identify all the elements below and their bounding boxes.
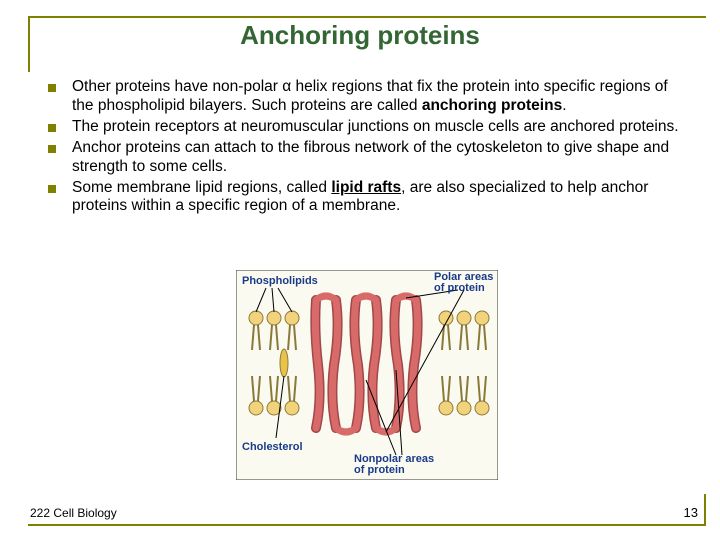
bullet-list: Other proteins have non-polar α helix re… (48, 78, 684, 218)
slide-title: Anchoring proteins (0, 20, 720, 51)
list-item: The protein receptors at neuromuscular j… (48, 118, 684, 137)
bullet-text: Some membrane lipid regions, called lipi… (72, 179, 684, 217)
bullet-icon (48, 124, 56, 132)
label-cholesterol: Cholesterol (242, 441, 303, 453)
footer-left: 222 Cell Biology (30, 506, 117, 520)
list-item: Anchor proteins can attach to the fibrou… (48, 139, 684, 177)
membrane-diagram: Phospholipids Polar areasof protein Chol… (236, 270, 498, 480)
bullet-icon (48, 185, 56, 193)
list-item: Some membrane lipid regions, called lipi… (48, 179, 684, 217)
bullet-text: Anchor proteins can attach to the fibrou… (72, 139, 684, 177)
bullet-text: The protein receptors at neuromuscular j… (72, 118, 679, 137)
slide-footer: 222 Cell Biology 13 (28, 494, 706, 526)
page-number: 13 (684, 505, 698, 520)
bullet-text: Other proteins have non-polar α helix re… (72, 78, 684, 116)
bullet-icon (48, 145, 56, 153)
label-phospholipids: Phospholipids (242, 275, 318, 287)
label-polar: Polar areasof protein (434, 271, 493, 294)
list-item: Other proteins have non-polar α helix re… (48, 78, 684, 116)
bullet-icon (48, 84, 56, 92)
